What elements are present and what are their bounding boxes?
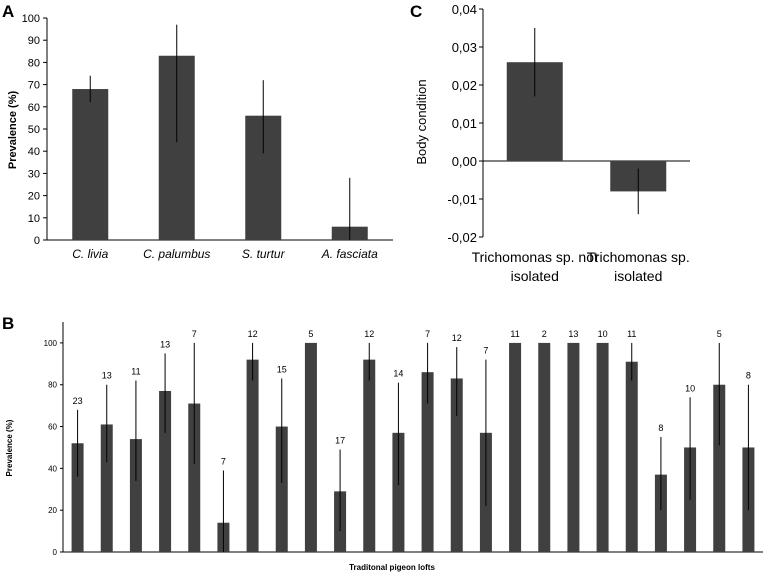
chart-b-y-tick-label: 80: [48, 381, 57, 390]
chart-b-y-tick-label: 0: [53, 548, 58, 557]
chart-c-y-tick-label: 0,01: [452, 116, 477, 131]
chart-c-y-tick-label: 0,03: [452, 40, 477, 55]
chart-b-sample-size-label: 5: [308, 329, 313, 339]
chart-b-sample-size-label: 14: [393, 369, 403, 379]
chart-b-bar: [509, 342, 522, 552]
chart-b-bar: [363, 359, 376, 552]
chart-c-y-axis-label: Body condition: [414, 79, 429, 164]
chart-a-y-tick-label: 90: [28, 35, 40, 47]
chart-b-bar: [713, 384, 726, 552]
chart-b-bar: [275, 426, 288, 552]
chart-b-sample-size-label: 8: [658, 423, 663, 433]
chart-b-sample-size-label: 13: [160, 339, 170, 349]
chart-b-sample-size-label: 7: [483, 346, 488, 356]
chart-b-sample-size-label: 12: [248, 329, 258, 339]
chart-b-sample-size-label: 2: [542, 329, 547, 339]
chart-b-sample-size-label: 10: [598, 329, 608, 339]
chart-b-y-tick-label: 40: [48, 464, 57, 473]
chart-b-sample-size-label: 11: [131, 367, 140, 377]
chart-c-body-condition: Body condition -0,02 -0,01 0,00 0,01 0,02 0,0…: [414, 2, 690, 284]
chart-a-category-label: A. fasciata: [321, 247, 378, 261]
chart-b-bar: [246, 359, 259, 552]
chart-a-bar: [72, 89, 109, 240]
chart-b-bar: [684, 447, 697, 552]
chart-c-y-tick-label: 0,02: [452, 78, 477, 93]
chart-c-y-tick-label: -0,01: [447, 192, 477, 207]
chart-b-bar: [304, 342, 317, 552]
chart-a-category-label: C. palumbus: [143, 247, 210, 261]
chart-a-y-tick-label: 100: [22, 13, 40, 25]
chart-c-category-label: Trichomonas sp.: [587, 249, 690, 265]
panel-label-a: A: [2, 2, 14, 21]
chart-b-sample-size-label: 17: [335, 436, 345, 446]
chart-b-sample-size-label: 8: [746, 371, 751, 381]
chart-a-prevalence-by-species: Prevalence (%) 0 10 20 30 40 50 60 70 80 90 100 C. …: [7, 13, 393, 261]
chart-a-category-label: S. turtur: [242, 247, 286, 261]
chart-b-y-tick-label: 60: [48, 423, 57, 432]
chart-b-bar: [450, 378, 463, 552]
chart-a-y-tick-label: 50: [28, 124, 40, 136]
chart-c-category-label: isolated: [511, 268, 559, 284]
chart-c-category-label: Trichomonas sp. not: [472, 249, 598, 265]
chart-b-bar: [421, 372, 434, 552]
chart-a-y-axis-label: Prevalence (%): [7, 91, 19, 170]
chart-b-bar: [129, 439, 142, 552]
chart-b-sample-size-label: 12: [452, 333, 462, 343]
chart-b-bar: [188, 403, 201, 552]
chart-b-prevalence-by-loft: Prevalence (%) Traditonal pigeon lofts 0…: [5, 322, 763, 572]
chart-b-sample-size-label: 11: [510, 329, 519, 339]
chart-c-y-tick-label: 0,04: [452, 2, 477, 17]
chart-b-bar: [159, 391, 172, 552]
chart-a-y-tick-label: 40: [28, 146, 40, 158]
chart-a-y-tick-label: 70: [28, 80, 40, 92]
chart-b-sample-size-label: 15: [277, 364, 287, 374]
chart-b-sample-size-label: 13: [102, 371, 112, 381]
chart-b-sample-size-label: 13: [568, 329, 578, 339]
chart-b-bar: [654, 474, 667, 552]
chart-c-y-tick-label: -0,02: [447, 230, 477, 245]
chart-b-sample-size-label: 11: [627, 329, 636, 339]
chart-c-category-label: isolated: [614, 268, 662, 284]
chart-b-sample-size-label: 7: [192, 329, 197, 339]
chart-b-bar: [567, 342, 580, 552]
chart-b-bar: [392, 432, 405, 552]
chart-b-sample-size-label: 10: [685, 383, 695, 393]
chart-b-bar: [538, 342, 551, 552]
chart-b-sample-size-label: 7: [425, 329, 430, 339]
chart-a-y-tick-label: 0: [34, 235, 40, 247]
chart-b-bar: [71, 443, 84, 552]
chart-b-sample-size-label: 12: [364, 329, 374, 339]
chart-a-y-tick-label: 30: [28, 168, 40, 180]
chart-a-category-label: C. livia: [72, 247, 108, 261]
chart-b-sample-size-label: 5: [717, 329, 722, 339]
chart-b-sample-size-label: 23: [73, 396, 83, 406]
chart-a-y-tick-label: 80: [28, 57, 40, 69]
chart-b-y-tick-label: 20: [48, 506, 57, 515]
panel-label-b: B: [2, 314, 14, 333]
chart-b-y-tick-label: 100: [44, 339, 58, 348]
chart-a-y-tick-label: 20: [28, 191, 40, 203]
chart-b-bar: [625, 361, 638, 552]
chart-c-y-tick-label: 0,00: [452, 154, 477, 169]
chart-b-bar: [596, 342, 609, 552]
chart-b-sample-size-label: 7: [221, 456, 226, 466]
chart-b-y-axis-label: Prevalence (%): [5, 419, 14, 476]
chart-a-y-tick-label: 60: [28, 102, 40, 114]
chart-a-y-tick-label: 10: [28, 213, 40, 225]
chart-b-x-axis-label: Traditonal pigeon lofts: [349, 563, 435, 572]
panel-label-c: C: [410, 2, 422, 21]
chart-b-bar: [100, 424, 113, 552]
